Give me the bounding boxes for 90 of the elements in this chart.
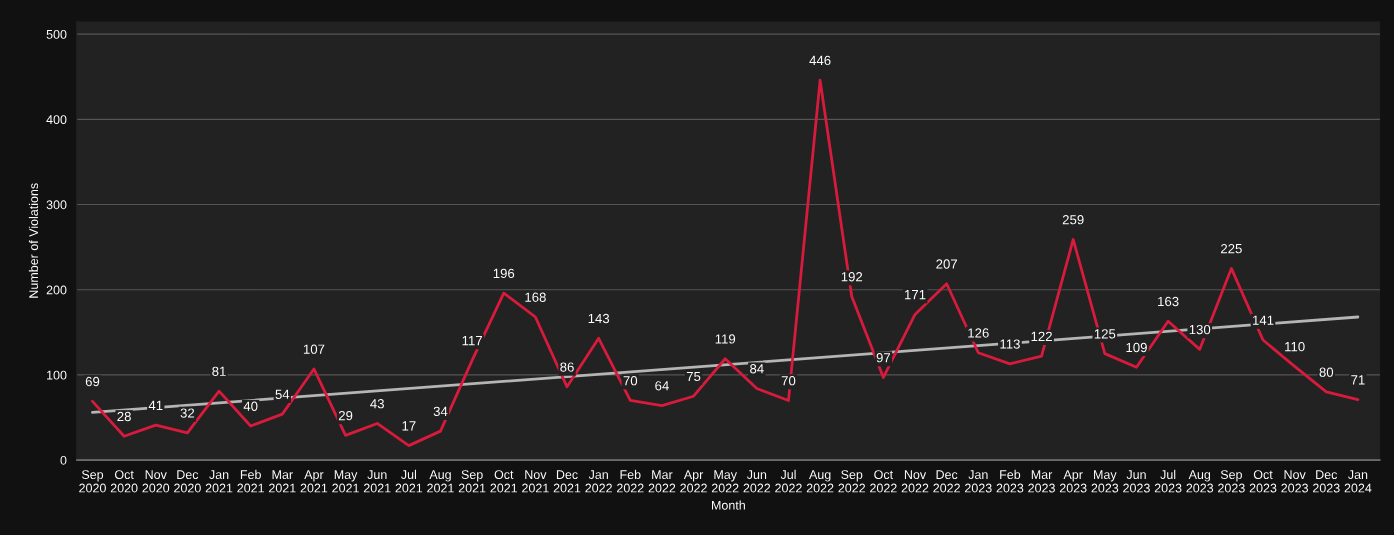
y-tick-label: 0 [60, 455, 67, 465]
y-tick-label: 100 [47, 370, 67, 380]
x-tick-label: Nov 2022 [901, 470, 929, 493]
data-label: 40 [243, 401, 258, 411]
x-tick-label: Apr 2021 [300, 470, 328, 493]
x-tick-label: Sep 2023 [1218, 470, 1245, 493]
data-label: 80 [1319, 367, 1334, 377]
x-tick-label: Mar 2022 [648, 470, 676, 493]
data-label: 207 [936, 259, 957, 269]
data-label: 126 [968, 328, 989, 338]
x-tick-label: Jan 2024 [1344, 470, 1372, 493]
data-label: 75 [686, 371, 701, 382]
y-tick-label: 500 [46, 29, 67, 39]
x-tick-label: May 2021 [332, 470, 359, 493]
x-tick-label: Nov 2020 [142, 470, 170, 493]
x-tick-label: May 2023 [1091, 470, 1119, 493]
x-tick-label: Feb 2022 [617, 469, 644, 493]
x-tick-label: Jan 2022 [585, 470, 612, 493]
data-label: 17 [402, 421, 416, 431]
data-label: 107 [303, 344, 325, 354]
y-tick-label: 400 [46, 115, 67, 125]
x-tick-label: Dec 2022 [933, 470, 960, 493]
data-label: 163 [1158, 296, 1179, 307]
data-label: 34 [433, 406, 448, 417]
data-label: 113 [1000, 339, 1020, 349]
data-label: 225 [1221, 243, 1242, 254]
data-label: 70 [781, 376, 796, 386]
y-tick-label: 200 [46, 285, 67, 295]
x-tick-label: Sep 2022 [838, 470, 866, 493]
data-label: 141 [1253, 315, 1274, 325]
x-tick-label: Feb 2021 [237, 469, 264, 493]
data-label: 71 [1351, 375, 1365, 385]
data-label: 43 [370, 399, 384, 409]
data-label: 125 [1094, 329, 1116, 339]
x-tick-label: Dec 2020 [174, 470, 201, 493]
x-tick-label: Apr 2022 [680, 470, 707, 493]
x-tick-label: Jun 2023 [1123, 470, 1150, 493]
x-tick-label: Sep 2020 [79, 470, 106, 493]
x-tick-label: Oct 2021 [490, 470, 518, 493]
x-tick-label: Jun 2021 [363, 470, 391, 493]
data-label: 171 [905, 290, 926, 300]
x-tick-label: Jun 2022 [743, 470, 771, 493]
x-tick-label: Nov 2021 [522, 470, 549, 493]
x-tick-label: Jan 2021 [205, 470, 233, 493]
data-label: 97 [876, 353, 891, 363]
y-axis-title: Number of Violations [28, 183, 39, 298]
data-label: 29 [338, 410, 353, 421]
data-label: 84 [750, 364, 764, 374]
data-label: 192 [841, 272, 863, 282]
data-label: 109 [1126, 342, 1147, 353]
y-tick-label: 300 [46, 200, 67, 210]
x-tick-label: Jul 2022 [775, 469, 802, 493]
x-tick-label: Apr 2023 [1059, 470, 1087, 493]
data-label: 64 [655, 381, 669, 391]
data-label: 196 [493, 268, 515, 279]
data-label: 28 [117, 411, 131, 422]
x-tick-label: Oct 2022 [870, 470, 897, 493]
data-label: 259 [1062, 215, 1084, 225]
x-tick-label: Jul 2023 [1154, 469, 1182, 493]
x-tick-label: Oct 2023 [1249, 470, 1277, 493]
data-label: 130 [1189, 324, 1211, 335]
data-label: 69 [85, 376, 100, 387]
x-tick-label: Nov 2023 [1281, 470, 1308, 493]
data-label: 41 [148, 400, 163, 410]
x-tick-label: Dec 2021 [553, 470, 581, 493]
data-label: 86 [560, 362, 574, 372]
x-tick-label: Jul 2021 [395, 469, 423, 493]
x-axis-title: Month [712, 500, 745, 510]
x-tick-label: Aug 2022 [806, 470, 834, 493]
data-label: 168 [525, 292, 546, 302]
data-label: 54 [275, 389, 290, 399]
data-label: 81 [212, 366, 226, 376]
data-label: 117 [462, 336, 482, 346]
data-label: 122 [1031, 331, 1052, 341]
data-label: 143 [588, 313, 610, 324]
x-tick-label: Oct 2020 [110, 470, 138, 493]
x-tick-label: Mar 2021 [269, 470, 296, 493]
x-tick-label: Mar 2023 [1028, 470, 1055, 493]
x-tick-label: Aug 2023 [1186, 470, 1214, 493]
x-tick-label: Feb 2023 [996, 469, 1024, 493]
data-label: 446 [809, 55, 831, 66]
data-label: 70 [623, 376, 638, 386]
data-label: 110 [1285, 341, 1305, 352]
data-label: 32 [180, 408, 195, 418]
x-tick-label: Aug 2021 [427, 470, 454, 493]
x-tick-label: Jan 2023 [965, 470, 992, 493]
x-tick-label: Dec 2023 [1313, 470, 1340, 493]
x-tick-label: May 2022 [711, 470, 739, 493]
x-tick-label: Sep 2021 [458, 470, 486, 493]
data-label: 119 [715, 334, 736, 344]
